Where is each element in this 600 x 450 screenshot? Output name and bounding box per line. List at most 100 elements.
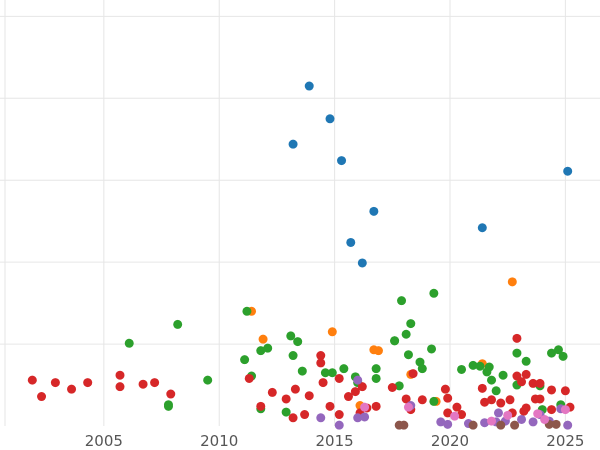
data-point (553, 345, 563, 355)
data-point (560, 386, 570, 396)
data-point (517, 414, 527, 424)
data-point (519, 406, 529, 416)
data-point (547, 385, 557, 395)
data-point (304, 81, 314, 91)
data-point (443, 419, 453, 429)
data-point (288, 413, 298, 423)
data-point (334, 410, 344, 420)
data-point (203, 375, 213, 385)
data-point (487, 395, 497, 405)
data-point (493, 408, 503, 418)
data-point (163, 401, 173, 411)
data-point (360, 402, 370, 412)
data-point (37, 392, 47, 402)
data-point (288, 351, 298, 361)
x-tick-label: 2010 (200, 432, 238, 450)
data-point (563, 166, 573, 176)
data-point (521, 369, 531, 379)
data-point (288, 139, 298, 149)
data-point (510, 420, 520, 430)
data-point (337, 156, 347, 166)
data-point (316, 413, 326, 423)
data-point (475, 361, 485, 371)
data-points (27, 81, 575, 430)
data-point (369, 206, 379, 216)
data-point (325, 114, 335, 124)
data-point (482, 367, 492, 377)
data-point (403, 350, 413, 360)
data-point (443, 408, 453, 418)
data-point (394, 381, 404, 391)
data-point (535, 378, 545, 388)
data-point (487, 375, 497, 385)
x-axis-tick-labels: 2005 2010 2015 2020 2025 (85, 432, 585, 450)
data-point (521, 356, 531, 366)
data-point (397, 296, 407, 306)
data-point (517, 377, 527, 387)
data-point (316, 358, 326, 368)
data-point (468, 420, 478, 430)
data-point (150, 378, 160, 388)
data-point (353, 375, 363, 385)
data-point (408, 369, 418, 379)
data-point (528, 417, 538, 427)
data-point (427, 344, 437, 354)
data-point (507, 277, 517, 287)
data-point (357, 258, 367, 268)
data-point (83, 378, 93, 388)
data-point (535, 394, 545, 404)
data-point (560, 405, 570, 415)
data-point (503, 410, 513, 420)
data-point (487, 416, 497, 426)
data-point (563, 420, 573, 430)
data-point (477, 223, 487, 233)
data-point (440, 384, 450, 394)
data-point (124, 338, 134, 348)
data-point (327, 368, 337, 378)
data-point (256, 346, 266, 356)
data-point (547, 348, 557, 358)
data-point (551, 419, 561, 429)
x-gridlines (4, 0, 566, 426)
x-tick-label: 2005 (85, 432, 123, 450)
data-point (334, 420, 344, 430)
data-point (540, 414, 550, 424)
data-point (286, 331, 296, 341)
data-point (403, 402, 413, 412)
data-point (390, 336, 400, 346)
data-point (436, 417, 446, 427)
x-tick-label: 2025 (546, 432, 584, 450)
data-point (316, 351, 326, 361)
data-point (496, 420, 506, 430)
data-point (371, 364, 381, 374)
data-point (242, 306, 252, 316)
data-point (480, 418, 490, 428)
data-point (406, 319, 416, 329)
x-tick-label: 2015 (316, 432, 354, 450)
data-point (244, 373, 254, 383)
data-point (401, 329, 411, 339)
data-point (258, 334, 268, 344)
data-point (263, 343, 273, 353)
data-point (318, 378, 328, 388)
data-point (67, 384, 77, 394)
data-point (528, 378, 538, 388)
data-point (371, 373, 381, 383)
data-point (290, 384, 300, 394)
data-point (281, 407, 291, 417)
data-point (267, 387, 277, 397)
data-point (350, 387, 360, 397)
data-point (343, 392, 353, 402)
data-point (457, 364, 467, 374)
data-point (480, 397, 490, 407)
data-point (452, 402, 462, 412)
data-point (547, 405, 557, 415)
data-point (505, 395, 515, 405)
x-tick-label: 2020 (431, 432, 469, 450)
data-point (357, 382, 367, 392)
data-point (399, 420, 409, 430)
data-point (281, 394, 291, 404)
data-point (417, 395, 427, 405)
